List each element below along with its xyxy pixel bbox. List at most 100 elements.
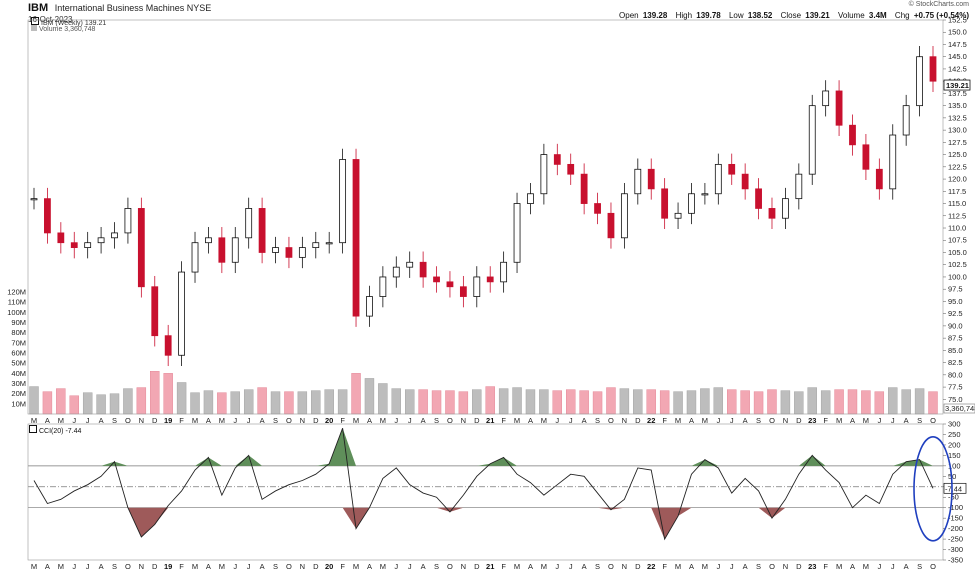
volume-bar [431, 390, 442, 415]
price-tick-label: 85.0 [948, 346, 963, 355]
last-volume-label: 3,360,748 [945, 404, 975, 413]
x-axis-month-label: 23 [808, 562, 816, 571]
cci-tick-label: -150 [948, 514, 963, 523]
x-axis-month-label: M [836, 562, 842, 571]
x-axis-month-label: M [31, 562, 37, 571]
volume-bar [217, 392, 227, 415]
x-axis-month-label: J [716, 562, 720, 571]
volume-bar [485, 386, 495, 415]
x-axis-month-label: M [863, 416, 869, 425]
volume-bar [646, 389, 656, 415]
cci-tick-label: 200 [948, 440, 961, 449]
volume-bar [874, 391, 885, 415]
x-axis-month-label: S [112, 416, 117, 425]
x-axis-month-label: J [394, 416, 398, 425]
last-cci-box [943, 482, 967, 494]
volume-bar [230, 391, 240, 415]
ohlc-readout: Open 139.28 High 139.78 Low 138.52 Close… [619, 11, 969, 20]
x-axis-month-label: M [219, 562, 225, 571]
price-candle-body [902, 105, 910, 136]
x-axis-month-label: O [769, 416, 775, 425]
volume-bar [700, 388, 710, 415]
price-candle-body [594, 203, 601, 214]
x-axis-month-label: M [353, 416, 359, 425]
x-axis-month-label: A [850, 416, 855, 425]
x-axis-month-label: D [474, 416, 480, 425]
price-candle-body [889, 134, 897, 190]
price-tick-label: 95.0 [948, 297, 963, 306]
price-tick-label: 90.0 [948, 321, 963, 330]
price-candle-body [218, 237, 226, 263]
price-candle-body [728, 163, 736, 175]
last-cci-label: -7.44 [945, 484, 962, 493]
price-candle-body [137, 208, 145, 288]
price-candle-body [862, 144, 870, 170]
price-candle-body [701, 193, 709, 196]
x-axis-month-label: J [877, 416, 881, 425]
x-axis-month-label: A [421, 562, 426, 571]
volume-bar [203, 390, 214, 415]
volume-bar [901, 389, 911, 415]
x-axis-month-label: M [31, 416, 37, 425]
volume-bar [498, 388, 509, 415]
x-axis-month-label: A [743, 416, 748, 425]
x-axis-month-label: F [662, 416, 667, 425]
x-axis-month-label: J [555, 416, 559, 425]
price-candle-body [875, 168, 883, 190]
volume-bar [351, 373, 361, 415]
volume-bar [82, 392, 93, 415]
price-tick-label: 120.0 [948, 175, 967, 184]
price-candle-body [325, 242, 333, 245]
price-tick-label: 122.5 [948, 162, 967, 171]
cci-tick-label: 150 [948, 451, 961, 460]
price-candle-body [849, 124, 856, 146]
volume-bar [337, 389, 348, 415]
x-axis-month-label: N [622, 562, 627, 571]
cci-oversold-fill [34, 507, 933, 540]
x-axis-month-label: N [300, 416, 305, 425]
price-legend-swatch [31, 17, 39, 25]
x-axis-month-label: D [313, 562, 319, 571]
x-axis-month-label: S [595, 562, 600, 571]
x-axis-month-label: A [904, 416, 909, 425]
price-tick-label: 150.0 [948, 28, 967, 37]
price-candle-body [634, 168, 642, 195]
price-candle-body [688, 193, 695, 214]
price-candle-body [674, 212, 682, 219]
price-tick-label: 110.0 [948, 224, 966, 233]
volume-label: Volume [837, 11, 865, 20]
open-value: 139.28 [642, 11, 668, 20]
x-axis-month-label: M [192, 562, 198, 571]
volume-bar [888, 387, 898, 415]
price-candle-body [647, 168, 655, 190]
x-axis-month-label: A [528, 416, 533, 425]
price-candle-body [419, 261, 427, 278]
x-axis-month-label: F [501, 416, 506, 425]
volume-tick-label: 30M [11, 379, 26, 388]
price-tick-label: 102.5 [948, 260, 967, 269]
x-axis-month-label: M [514, 416, 520, 425]
x-axis-month-label: J [72, 416, 76, 425]
x-axis-month-label: M [702, 416, 708, 425]
volume-bar [673, 391, 683, 415]
chg-value: +0.75 (+0.54%) [913, 11, 969, 20]
x-axis-month-label: A [99, 562, 104, 571]
x-axis-month-label: 22 [647, 562, 655, 571]
price-legend-text: IBM (Weekly) 139.21 [41, 20, 107, 27]
price-candle-body [755, 188, 762, 209]
price-candle-body [366, 296, 373, 317]
x-axis-month-label: O [608, 562, 614, 571]
x-axis-month-label: 20 [325, 562, 333, 571]
price-candle-body [339, 159, 347, 244]
x-axis-month-label: S [756, 416, 761, 425]
x-axis-month-label: D [796, 562, 802, 571]
x-axis-month-label: D [152, 562, 158, 571]
price-candle-body [782, 198, 789, 219]
volume-bar [297, 391, 308, 415]
chg-label: Chg [894, 11, 910, 20]
x-axis-month-label: O [930, 416, 936, 425]
price-tick-label: 105.0 [948, 248, 967, 257]
volume-legend-text: Volume 3,360,748 [39, 26, 96, 33]
price-candle-body [527, 193, 534, 204]
x-axis-month-label: A [850, 562, 855, 571]
